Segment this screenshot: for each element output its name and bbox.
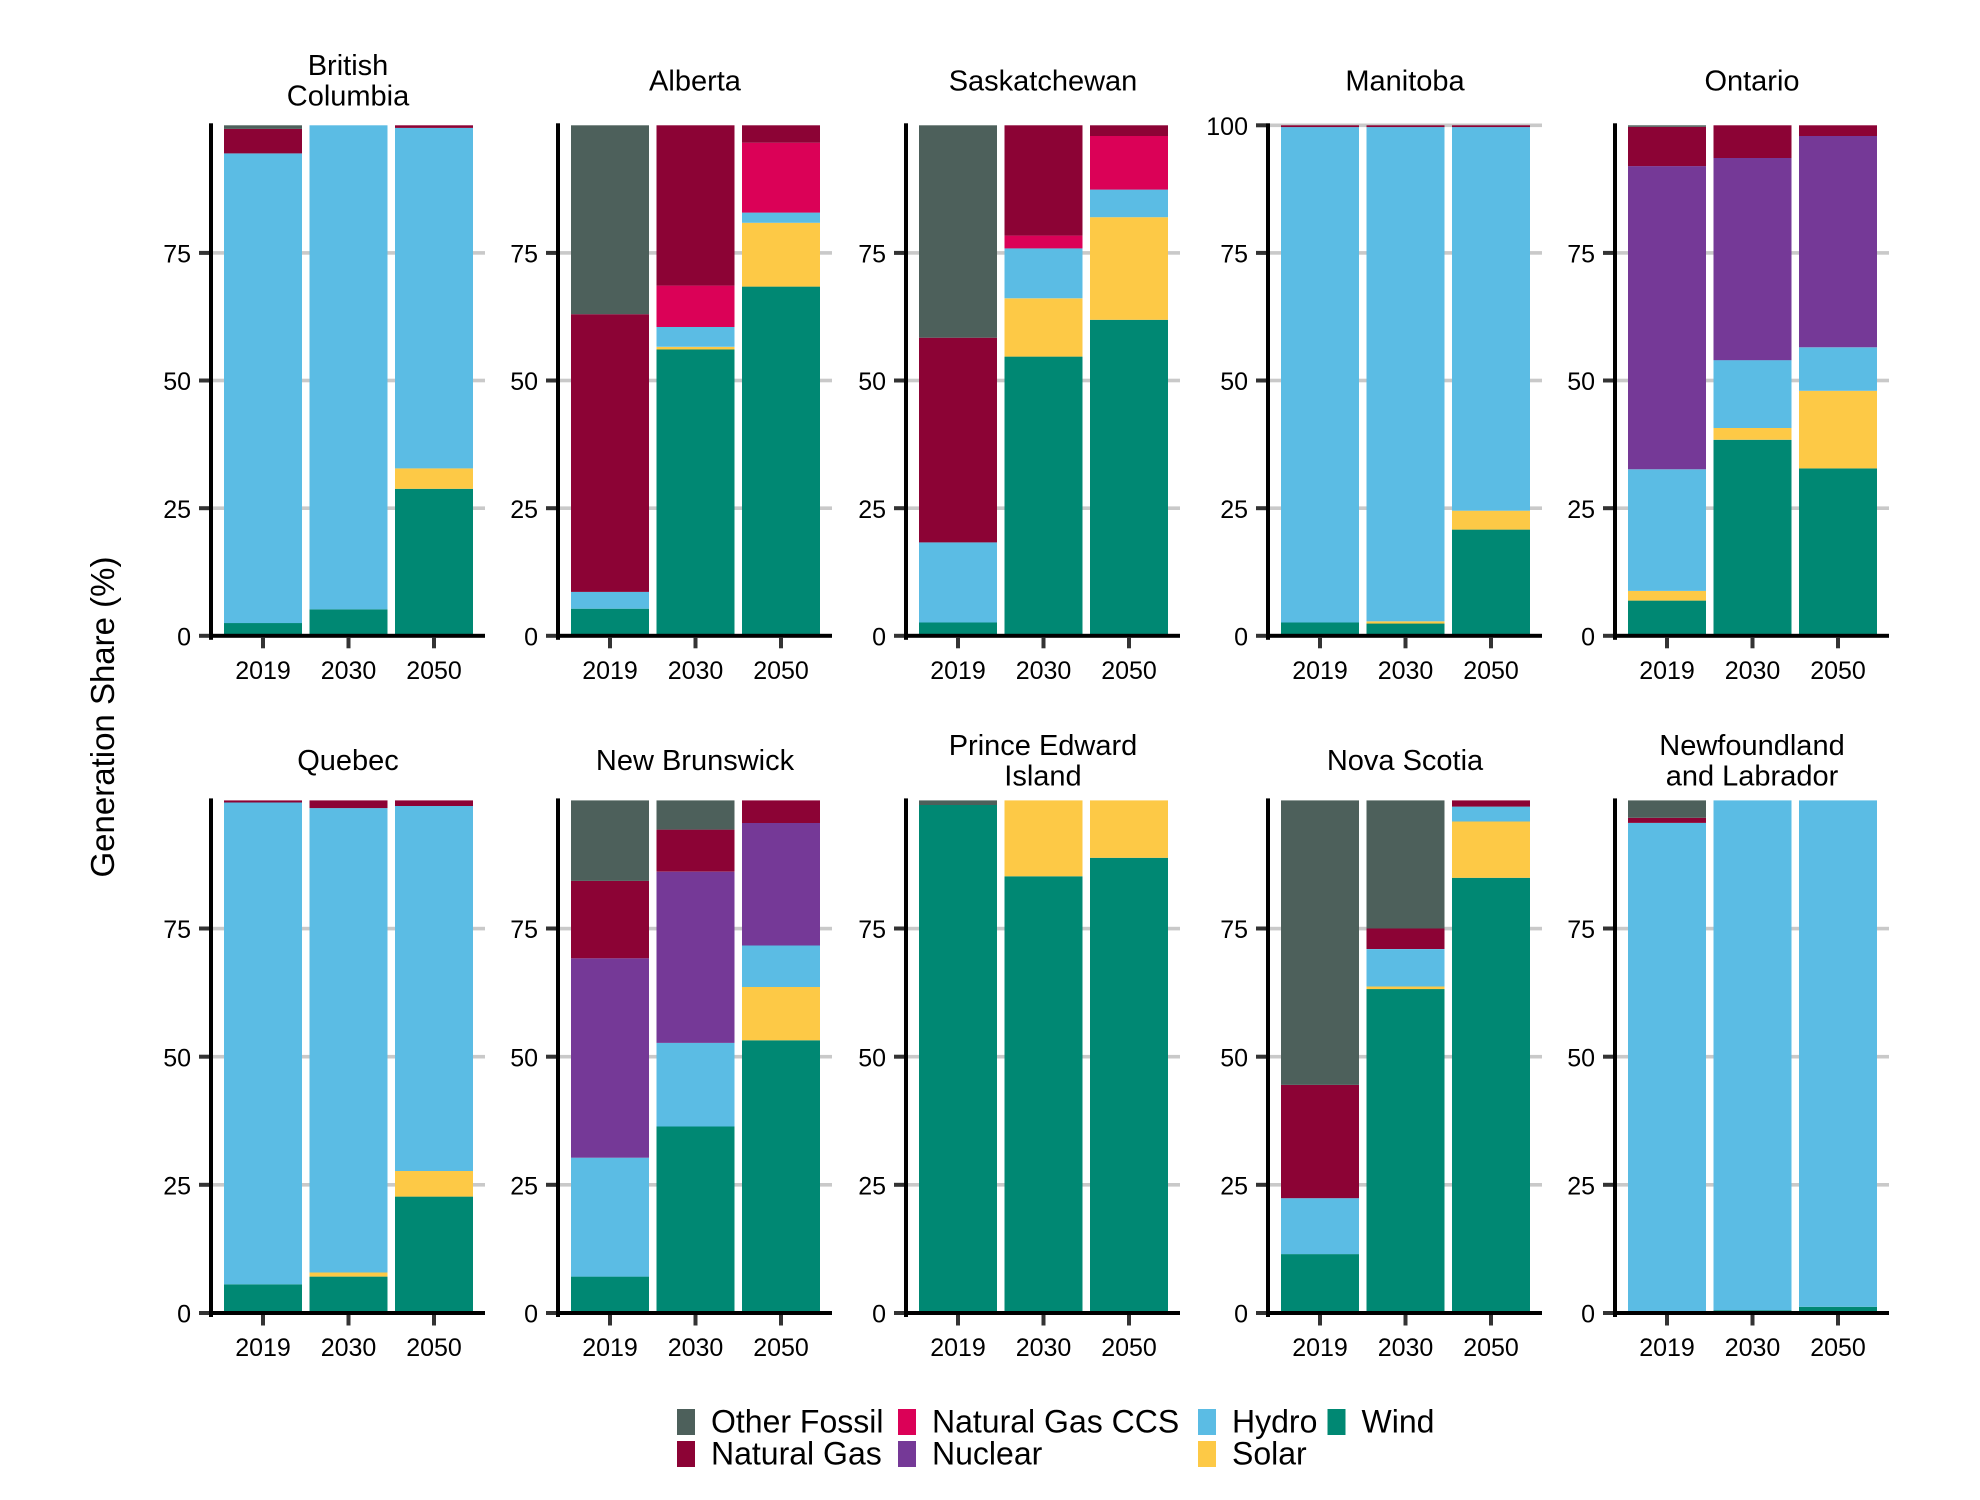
svg-text:0: 0 [177, 1301, 191, 1329]
svg-text:75: 75 [1220, 241, 1248, 269]
svg-text:2030: 2030 [668, 657, 724, 685]
svg-text:New Brunswick: New Brunswick [596, 745, 795, 777]
svg-text:2050: 2050 [1810, 1334, 1866, 1362]
svg-text:and Labrador: and Labrador [1666, 760, 1839, 792]
svg-text:2050: 2050 [406, 1334, 462, 1362]
svg-text:25: 25 [1567, 496, 1595, 524]
svg-text:25: 25 [1220, 1173, 1248, 1201]
svg-text:2019: 2019 [582, 1334, 638, 1362]
svg-text:75: 75 [1220, 916, 1248, 944]
svg-text:0: 0 [1234, 1301, 1248, 1329]
svg-text:2019: 2019 [235, 1334, 291, 1362]
svg-text:2030: 2030 [321, 657, 377, 685]
svg-text:50: 50 [163, 368, 191, 396]
svg-text:Hydro: Hydro [1232, 1404, 1317, 1440]
svg-text:75: 75 [1567, 241, 1595, 269]
svg-text:Other Fossil: Other Fossil [711, 1404, 883, 1440]
svg-text:2019: 2019 [1639, 657, 1695, 685]
svg-text:Natural Gas CCS: Natural Gas CCS [932, 1404, 1179, 1440]
svg-text:2050: 2050 [1810, 657, 1866, 685]
svg-text:Saskatchewan: Saskatchewan [949, 65, 1138, 97]
svg-text:25: 25 [1567, 1173, 1595, 1201]
svg-text:50: 50 [163, 1044, 191, 1072]
svg-text:50: 50 [1220, 368, 1248, 396]
svg-text:2050: 2050 [1101, 657, 1157, 685]
svg-text:2019: 2019 [1292, 657, 1348, 685]
svg-text:2030: 2030 [668, 1334, 724, 1362]
svg-text:2050: 2050 [1463, 657, 1519, 685]
svg-text:Nova Scotia: Nova Scotia [1327, 745, 1484, 777]
svg-text:2030: 2030 [1016, 657, 1072, 685]
svg-text:Solar: Solar [1232, 1436, 1307, 1472]
svg-text:0: 0 [872, 1301, 886, 1329]
svg-text:25: 25 [163, 1173, 191, 1201]
svg-text:2050: 2050 [406, 657, 462, 685]
svg-text:100: 100 [1206, 113, 1248, 141]
svg-text:50: 50 [858, 368, 886, 396]
svg-text:50: 50 [1567, 1044, 1595, 1072]
svg-text:0: 0 [1581, 624, 1595, 652]
svg-text:25: 25 [858, 496, 886, 524]
svg-text:British: British [308, 50, 389, 82]
svg-text:Island: Island [1004, 760, 1081, 792]
svg-text:Nuclear: Nuclear [932, 1436, 1043, 1472]
svg-text:Natural Gas: Natural Gas [711, 1436, 882, 1472]
svg-text:Alberta: Alberta [649, 65, 742, 97]
svg-text:75: 75 [510, 916, 538, 944]
svg-text:Columbia: Columbia [287, 81, 410, 113]
svg-text:2030: 2030 [321, 1334, 377, 1362]
svg-text:0: 0 [177, 624, 191, 652]
svg-text:0: 0 [1234, 624, 1248, 652]
svg-text:50: 50 [858, 1044, 886, 1072]
svg-text:2019: 2019 [582, 657, 638, 685]
svg-text:75: 75 [163, 241, 191, 269]
svg-text:25: 25 [163, 496, 191, 524]
svg-text:75: 75 [858, 916, 886, 944]
svg-text:2050: 2050 [753, 657, 809, 685]
svg-text:2019: 2019 [1639, 1334, 1695, 1362]
svg-text:Ontario: Ontario [1704, 65, 1799, 97]
svg-text:0: 0 [524, 624, 538, 652]
svg-text:2019: 2019 [930, 1334, 986, 1362]
svg-text:Prince Edward: Prince Edward [949, 730, 1138, 762]
svg-text:2030: 2030 [1725, 1334, 1781, 1362]
svg-text:0: 0 [872, 624, 886, 652]
svg-text:2050: 2050 [1101, 1334, 1157, 1362]
svg-text:2019: 2019 [235, 657, 291, 685]
svg-text:2030: 2030 [1725, 657, 1781, 685]
svg-text:2030: 2030 [1378, 1334, 1434, 1362]
svg-text:75: 75 [1567, 916, 1595, 944]
svg-text:2019: 2019 [930, 657, 986, 685]
svg-text:75: 75 [510, 241, 538, 269]
svg-text:50: 50 [510, 368, 538, 396]
svg-text:75: 75 [858, 241, 886, 269]
svg-text:Manitoba: Manitoba [1345, 65, 1465, 97]
svg-text:50: 50 [510, 1044, 538, 1072]
svg-text:75: 75 [163, 916, 191, 944]
svg-text:25: 25 [510, 1173, 538, 1201]
svg-text:50: 50 [1567, 368, 1595, 396]
svg-text:Quebec: Quebec [297, 745, 399, 777]
svg-text:2030: 2030 [1016, 1334, 1072, 1362]
svg-text:25: 25 [510, 496, 538, 524]
svg-text:Newfoundland: Newfoundland [1659, 730, 1844, 762]
svg-text:2050: 2050 [1463, 1334, 1519, 1362]
svg-text:25: 25 [858, 1173, 886, 1201]
svg-text:50: 50 [1220, 1044, 1248, 1072]
svg-text:Generation Share (%): Generation Share (%) [84, 557, 121, 878]
svg-text:Wind: Wind [1362, 1404, 1435, 1440]
svg-text:2050: 2050 [753, 1334, 809, 1362]
svg-text:25: 25 [1220, 496, 1248, 524]
svg-text:2030: 2030 [1378, 657, 1434, 685]
svg-text:0: 0 [524, 1301, 538, 1329]
svg-text:2019: 2019 [1292, 1334, 1348, 1362]
svg-text:0: 0 [1581, 1301, 1595, 1329]
